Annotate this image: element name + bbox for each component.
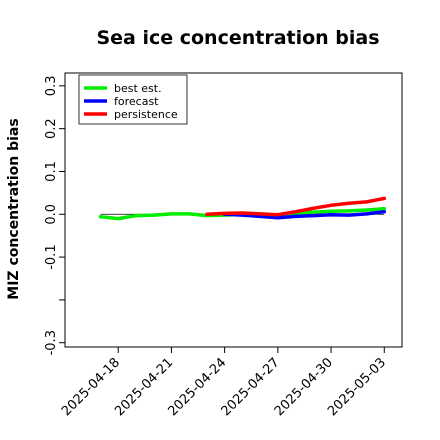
legend-box <box>78 74 188 125</box>
y-axis-label: MIZ concentration bias <box>6 118 22 299</box>
legend-label: forecast <box>114 95 159 108</box>
x-axis-ticks: 2025-04-182025-04-212025-04-242025-04-27… <box>59 347 389 419</box>
plot-frame <box>64 72 403 348</box>
y-tick-label: -0.1 <box>44 244 59 269</box>
legend-label: persistence <box>114 108 178 121</box>
series-line-forecast <box>222 209 387 220</box>
y-tick-label: 0.3 <box>44 76 59 97</box>
y-tick-label: 0.0 <box>44 204 59 225</box>
y-axis-ticks: -0.3 -0.1 0.0 0.1 0.2 0.3 <box>44 76 65 355</box>
series-lines <box>98 196 387 221</box>
series-line-persistence <box>205 196 387 217</box>
y-tick-label: 0.2 <box>44 118 59 139</box>
legend-label: best est. <box>114 82 162 95</box>
y-tick-label: 0.1 <box>44 161 59 182</box>
y-tick-label: -0.3 <box>44 330 59 355</box>
chart-title: Sea ice concentration bias <box>96 27 379 49</box>
